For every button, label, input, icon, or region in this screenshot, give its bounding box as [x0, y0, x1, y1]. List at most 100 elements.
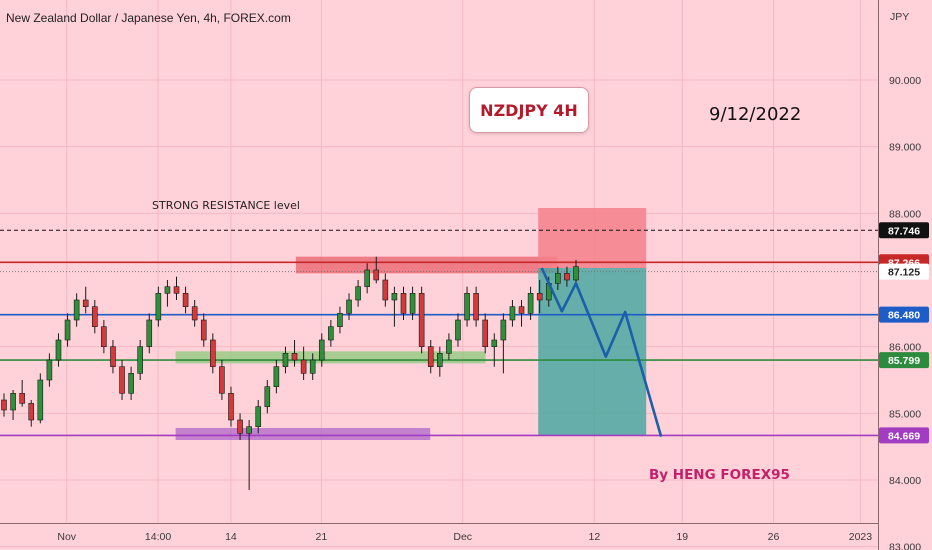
- low-zone: [175, 428, 431, 440]
- candle-body: [191, 306, 198, 321]
- candle-body: [373, 269, 380, 281]
- candle-body: [55, 339, 62, 361]
- candle-body: [364, 269, 370, 287]
- candle-body: [64, 319, 71, 341]
- price-level-lines: [0, 229, 878, 437]
- candle-body: [346, 299, 352, 314]
- candle-body: [173, 286, 180, 294]
- candle-body: [318, 339, 325, 361]
- price-badge: [879, 306, 929, 323]
- candle-body: [527, 293, 534, 314]
- candle-body: [101, 326, 107, 347]
- y-tick-label: 86.000: [889, 342, 921, 354]
- candle-body: [255, 406, 262, 427]
- y-tick-label: 90.000: [889, 75, 921, 87]
- candle-body: [509, 306, 516, 321]
- candle-body: [182, 293, 189, 307]
- stop-loss-box: [538, 208, 647, 268]
- x-tick-label: 12: [589, 531, 601, 543]
- candle-body: [464, 293, 470, 321]
- price-badge-label: 84.669: [888, 430, 920, 442]
- candle-body: [10, 393, 16, 411]
- candle-body: [164, 286, 171, 294]
- candle-body: [337, 313, 343, 327]
- candle-body: [564, 273, 570, 281]
- price-badge-label: 87.125: [888, 267, 920, 279]
- candle-body: [91, 306, 98, 327]
- candle-body: [300, 359, 307, 374]
- x-tick-label: 21: [316, 531, 328, 543]
- y-tick-label: 88.000: [889, 208, 921, 220]
- candle-body: [46, 359, 53, 381]
- price-axis[interactable]: 90.000 89.000 88.000 86.000 85.000 84.000 83.0…: [889, 75, 921, 550]
- candle-body: [518, 306, 525, 314]
- candle-body: [309, 359, 316, 374]
- candle-body: [73, 299, 80, 321]
- candle-body: [482, 319, 489, 347]
- candle-body: [210, 339, 216, 367]
- candle-body: [400, 293, 407, 314]
- candle-body: [200, 319, 207, 341]
- y-tick-label: 89.000: [889, 142, 921, 154]
- candle-body: [82, 299, 89, 307]
- price-badge-label: 85.799: [888, 355, 920, 367]
- candle-body: [19, 393, 25, 404]
- candle-body: [1, 399, 7, 411]
- x-tick-label: 14:00: [145, 531, 171, 543]
- candle-body: [500, 319, 507, 341]
- y-tick-label: 85.000: [889, 408, 921, 420]
- candle-body: [291, 353, 298, 361]
- resistance-annotation: STRONG RESISTANCE level: [152, 199, 300, 212]
- x-tick-label: Dec: [453, 531, 472, 543]
- price-badge: [879, 427, 929, 444]
- currency-label: JPY: [890, 11, 909, 23]
- x-tick-label: 19: [676, 531, 688, 543]
- candle-body: [418, 293, 425, 347]
- candle-body: [427, 346, 434, 367]
- candle-body: [237, 419, 243, 434]
- candle-body: [273, 366, 280, 387]
- candle-body: [137, 346, 143, 374]
- chart-zones: [175, 208, 647, 440]
- candle-body: [437, 353, 443, 367]
- candle-body: [264, 386, 271, 407]
- candle-body: [246, 426, 252, 434]
- candle-body: [110, 346, 116, 367]
- candle-body: [37, 379, 44, 421]
- candle-body: [355, 286, 361, 301]
- time-axis[interactable]: Nov 14:00 14 21 Dec 12 19 26 2023: [57, 531, 872, 543]
- symbol-box: NZDJPY 4H: [469, 87, 589, 133]
- take-profit-box: [538, 268, 647, 436]
- candle-body: [146, 319, 153, 347]
- author-annotation: By HENG FOREX95: [649, 467, 790, 483]
- candle-body: [446, 339, 452, 354]
- candlestick-series: [1, 256, 579, 490]
- chart-gridlines: [0, 0, 878, 548]
- candle-body: [119, 366, 125, 394]
- candle-body: [536, 293, 543, 301]
- x-tick-label: 26: [768, 531, 780, 543]
- price-badge-label: 86.480: [888, 310, 920, 322]
- price-badge: [879, 222, 929, 239]
- price-badge: [879, 263, 929, 280]
- candle-body: [219, 366, 225, 394]
- resistance-zone: [295, 256, 558, 274]
- x-tick-label: 14: [225, 531, 237, 543]
- x-tick-label: Nov: [57, 531, 76, 543]
- candle-body: [228, 393, 234, 421]
- date-annotation: 9/12/2022: [709, 104, 802, 125]
- candle-body: [328, 326, 334, 341]
- candle-body: [282, 353, 289, 367]
- candle-body: [491, 339, 498, 347]
- projection-path: [540, 267, 663, 438]
- price-badge-label: 87.746: [888, 225, 920, 237]
- candle-body: [128, 373, 134, 394]
- candle-body: [391, 293, 398, 301]
- candle-body: [409, 293, 416, 314]
- candle-body: [555, 273, 561, 284]
- candle-body: [455, 319, 461, 341]
- candle-body: [473, 293, 479, 321]
- chart-title: New Zealand Dollar / Japanese Yen, 4h, F…: [6, 11, 291, 25]
